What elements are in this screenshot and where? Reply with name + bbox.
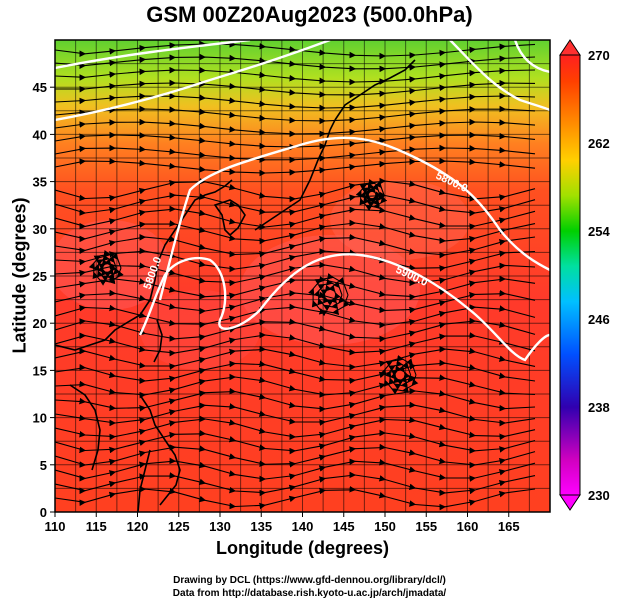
- philippines: [139, 394, 181, 506]
- streamline: [55, 40, 536, 60]
- contour-line: [158, 136, 550, 301]
- geopotential-contours: [55, 40, 550, 362]
- streamline: [55, 485, 536, 511]
- y-tick-label: 10: [33, 411, 47, 426]
- x-axis-label: Longitude (degrees): [215, 538, 389, 558]
- colorbar-label: 254: [588, 224, 610, 239]
- x-tick-label: 110: [45, 519, 66, 534]
- streamline: [55, 157, 536, 177]
- y-tick-label: 5: [40, 458, 47, 473]
- y-tick-label: 35: [33, 175, 47, 190]
- kuril-coast: [334, 59, 416, 121]
- x-tick-label: 135: [250, 519, 272, 534]
- colorbar-bottom-arrow: [559, 494, 581, 511]
- streamline: [55, 66, 536, 86]
- streamline: [88, 250, 124, 286]
- x-tick-label: 130: [209, 519, 231, 534]
- korea-peninsula: [213, 199, 246, 237]
- japan-coast: [254, 119, 336, 231]
- y-axis-ticks: 0 5 10 15 20 25 30 35 40 45: [33, 80, 55, 520]
- colorbar-label: 230: [588, 488, 610, 503]
- streamline: [55, 317, 536, 343]
- x-tick-label: 150: [374, 519, 396, 534]
- colorbar-label: 262: [588, 136, 610, 151]
- streamline: [308, 273, 350, 317]
- colorbar-body: [559, 54, 581, 496]
- streamline: [380, 354, 419, 395]
- y-tick-label: 0: [40, 505, 47, 520]
- plot-area: 5800.0 5800.0 5900.0: [55, 40, 550, 512]
- indochina: [69, 384, 101, 471]
- x-tick-label: 120: [127, 519, 149, 534]
- x-tick-label: 165: [498, 519, 520, 534]
- x-axis-ticks: 110 115 120 125 130 135 140 145 150 155 160 165: [45, 512, 520, 534]
- y-tick-label: 15: [33, 363, 47, 378]
- colorbar-label: 270: [588, 48, 610, 63]
- china-coast: [55, 179, 233, 351]
- contour-line: [449, 40, 550, 112]
- coastlines: [55, 59, 416, 512]
- x-tick-label: 160: [457, 519, 479, 534]
- colorbar-ticks: 270 262 254 246 238 230: [588, 48, 610, 503]
- contour-line: [513, 40, 550, 74]
- streamline: [55, 53, 536, 73]
- contour-line: [55, 40, 251, 70]
- y-tick-label: 40: [33, 127, 47, 142]
- wind-streamlines: [55, 40, 536, 511]
- x-tick-label: 155: [415, 519, 437, 534]
- chart-title: GSM 00Z20Aug2023 (500.0hPa): [146, 2, 473, 27]
- taiwan: [153, 319, 163, 363]
- colorbar-label: 246: [588, 312, 610, 327]
- borneo: [137, 449, 151, 512]
- y-tick-label: 30: [33, 222, 47, 237]
- credit-line: Drawing by DCL (https://www.gfd-dennou.o…: [173, 575, 446, 586]
- x-tick-label: 145: [333, 519, 355, 534]
- x-tick-label: 140: [292, 519, 314, 534]
- colorbar: 270 262 254 246 238 230: [559, 39, 610, 511]
- y-axis-label: Latitude (degrees): [9, 197, 30, 354]
- lat-lon-grid: [55, 40, 550, 512]
- streamline: [355, 178, 388, 212]
- contour-line: [138, 253, 550, 362]
- streamline: [55, 275, 536, 301]
- colorbar-top-arrow: [559, 39, 581, 56]
- x-tick-label: 115: [86, 519, 107, 534]
- credit-line: Data from http://database.rish.kyoto-u.a…: [172, 588, 447, 599]
- x-tick-label: 125: [168, 519, 190, 534]
- y-tick-label: 20: [33, 316, 47, 331]
- colorbar-label: 238: [588, 400, 610, 415]
- y-tick-label: 45: [33, 80, 47, 95]
- streamline: [55, 303, 536, 329]
- y-tick-label: 25: [33, 269, 47, 284]
- contour-line: [55, 40, 331, 122]
